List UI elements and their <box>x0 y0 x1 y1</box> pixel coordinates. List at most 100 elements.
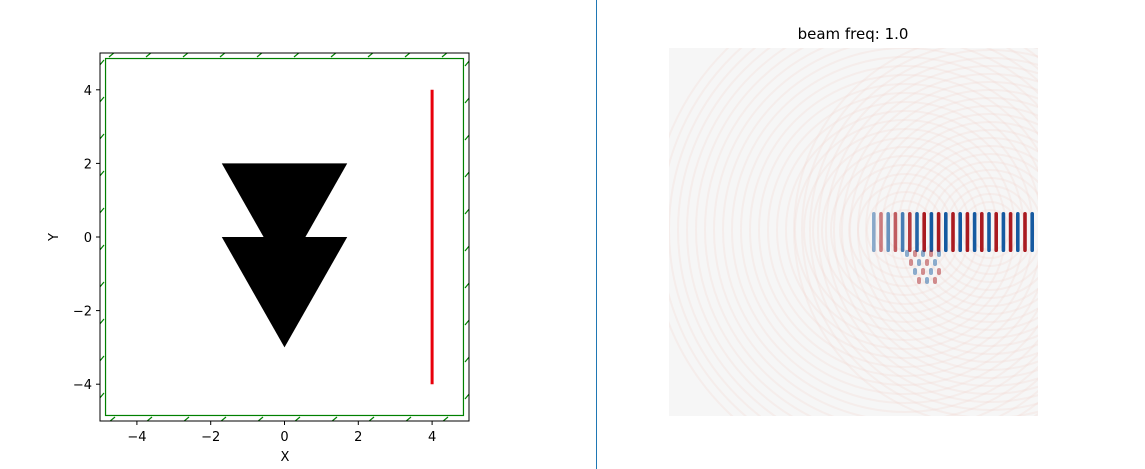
field-stripe <box>879 212 883 252</box>
pml-hatch <box>404 53 411 58</box>
pml-hatch <box>442 416 449 421</box>
field-stripe <box>922 212 926 252</box>
field-heatmap: beam freq: 1.0 <box>669 25 1038 416</box>
pml-hatch <box>464 208 469 215</box>
field-scatter <box>917 259 921 266</box>
field-scatter <box>913 268 917 275</box>
field-ripple <box>833 73 1038 387</box>
field-stripe <box>994 212 998 252</box>
pml-hatch <box>100 207 105 214</box>
field-pattern <box>669 48 1038 416</box>
pml-hatch <box>367 53 374 58</box>
field-ripple <box>825 65 1038 395</box>
pml-hatch <box>100 133 105 140</box>
field-ripple <box>817 57 1038 403</box>
pml-hatch <box>294 416 301 421</box>
field-ripple <box>713 48 1038 416</box>
field-scatter <box>937 250 941 257</box>
pml-hatch <box>441 53 448 58</box>
geometry-plot: −4 −2 0 2 4 −4 −2 0 2 4 X Y <box>47 52 470 465</box>
y-axis-label: Y <box>47 233 62 242</box>
field-ripple <box>740 65 1038 395</box>
x-axis-label: X <box>281 450 290 465</box>
field-ripple <box>801 48 1038 416</box>
pml-hatch <box>100 96 105 103</box>
field-ripple <box>897 137 1038 323</box>
pml-hatch <box>100 59 105 66</box>
field-ripple <box>758 83 1038 377</box>
field-ripple <box>905 145 1038 315</box>
geometry-shapes <box>221 89 434 385</box>
y-tick-label: 2 <box>84 157 92 172</box>
field-scatter <box>913 250 917 257</box>
field-stripe <box>972 212 977 252</box>
field-ripple <box>749 74 1038 386</box>
pml-hatch <box>146 416 153 421</box>
field-ripple <box>921 161 1038 299</box>
field-scatter <box>933 259 937 266</box>
pml-boundary <box>100 53 469 421</box>
field-ripple <box>866 191 944 269</box>
field-scatter <box>929 250 933 257</box>
field-ripple <box>677 48 1038 416</box>
field-stripe <box>872 212 876 252</box>
field-stripe <box>1016 212 1020 252</box>
pml-hatch <box>464 282 469 289</box>
x-tick-label: −2 <box>201 430 220 445</box>
field-scatter <box>925 277 929 284</box>
field-scatter <box>937 268 941 275</box>
pml-hatch <box>100 318 105 325</box>
field-ripple <box>873 113 1038 347</box>
pml-hatch <box>182 53 189 58</box>
pml-hatch <box>220 416 227 421</box>
field-ripple <box>794 119 1016 341</box>
field-stripe <box>886 212 890 252</box>
field-ripple <box>849 89 1038 371</box>
field-ripple <box>913 153 1038 307</box>
field-stripe <box>965 212 970 252</box>
field-ripple <box>830 155 980 305</box>
field-scatter <box>929 268 933 275</box>
pml-hatch <box>368 416 375 421</box>
heatmap-background <box>669 48 1038 416</box>
field-stripe <box>951 212 955 252</box>
field-stripe <box>944 212 948 252</box>
y-tick-label: 4 <box>84 84 92 99</box>
field-stripe <box>929 212 934 252</box>
pml-hatch <box>331 416 338 421</box>
field-scatter <box>925 259 929 266</box>
field-stripe <box>1023 212 1027 252</box>
pml-hatch <box>464 245 469 252</box>
field-ripple <box>809 49 1038 411</box>
field-ripple <box>767 92 1038 368</box>
pml-hatch <box>464 60 469 67</box>
pml-hatch <box>219 53 226 58</box>
pml-hatch <box>100 355 105 362</box>
field-ripple <box>686 48 1038 416</box>
pml-hatch <box>257 416 264 421</box>
y-tick-label: −4 <box>73 378 92 393</box>
triangle-1 <box>221 163 348 274</box>
pml-hatch <box>108 53 115 58</box>
heatmap-title: beam freq: 1.0 <box>798 25 909 43</box>
field-ripple <box>841 81 1038 379</box>
field-stripe <box>1008 212 1013 252</box>
pml-inner-border <box>104 57 465 417</box>
field-scatter <box>933 277 937 284</box>
field-ripple <box>839 164 971 296</box>
field-stripe <box>936 212 941 252</box>
field-stripe <box>958 212 962 252</box>
field-stripe <box>980 212 984 252</box>
field-stripe <box>915 212 919 252</box>
pml-hatch <box>109 416 116 421</box>
field-stripe <box>987 212 991 252</box>
field-ripple <box>857 97 1038 363</box>
pml-hatch <box>100 244 105 251</box>
axis-ticks: −4 −2 0 2 4 −4 −2 0 2 4 <box>73 84 436 445</box>
x-tick-label: 2 <box>354 430 362 445</box>
triangle-2 <box>221 237 348 348</box>
field-stripe <box>1001 212 1006 252</box>
y-tick-label: −2 <box>73 305 92 320</box>
field-ripple <box>803 128 1007 332</box>
